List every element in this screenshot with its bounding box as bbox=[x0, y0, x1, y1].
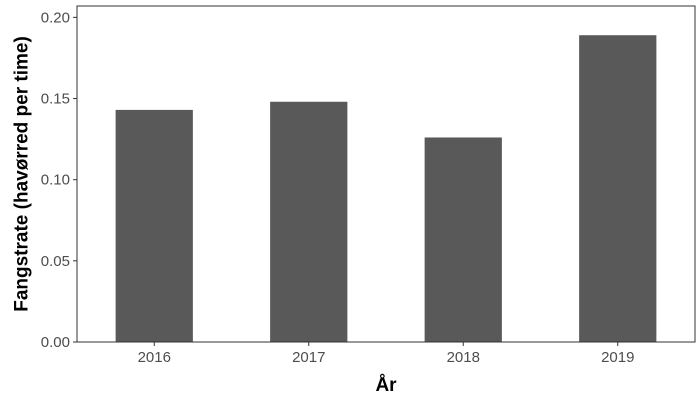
y-tick-label: 0.05 bbox=[41, 253, 70, 270]
y-tick-label: 0.00 bbox=[41, 334, 70, 351]
x-tick-label: 2018 bbox=[447, 349, 480, 366]
y-tick-label: 0.15 bbox=[41, 91, 70, 108]
y-axis-title: Fangstrate (havørred per time) bbox=[12, 36, 33, 312]
y-axis-ticks bbox=[73, 16, 77, 343]
x-tick-label: 2017 bbox=[292, 349, 325, 366]
x-tick-label: 2019 bbox=[601, 349, 634, 366]
x-tick-labels: 2016 2017 2018 2019 bbox=[138, 349, 635, 366]
y-tick-labels: 0.00 0.05 0.10 0.15 0.20 bbox=[41, 9, 70, 351]
x-axis-ticks bbox=[153, 342, 619, 346]
x-tick-label: 2016 bbox=[138, 349, 171, 366]
bar-2018 bbox=[424, 137, 502, 342]
bar-2019 bbox=[579, 35, 657, 342]
x-axis-title: År bbox=[375, 375, 397, 396]
y-tick-label: 0.20 bbox=[41, 9, 70, 26]
plot-panel-border bbox=[76, 5, 696, 343]
y-tick-label: 0.10 bbox=[41, 172, 70, 189]
bar-2017 bbox=[270, 101, 348, 342]
bars bbox=[115, 35, 657, 342]
bar-2016 bbox=[115, 109, 193, 342]
